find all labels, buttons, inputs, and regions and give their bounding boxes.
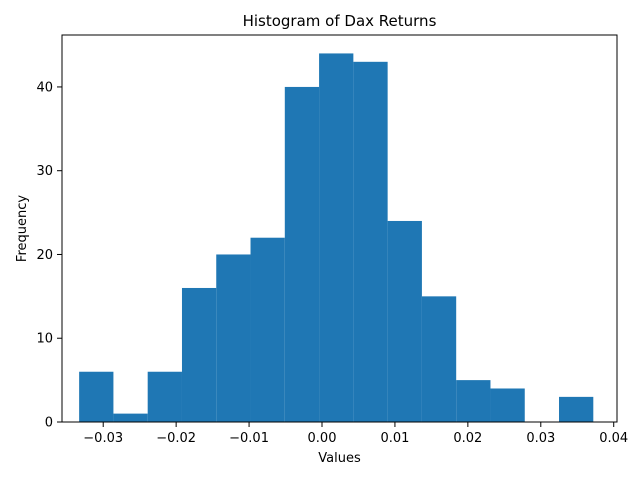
x-axis-label: Values bbox=[318, 451, 361, 466]
bars-layer bbox=[79, 53, 594, 423]
y-tick-label-3: 30 bbox=[36, 164, 53, 179]
histogram-bar-5 bbox=[250, 237, 285, 422]
histogram-bar-8 bbox=[353, 61, 388, 423]
x-tick-label-6: 0.03 bbox=[526, 431, 555, 446]
chart-title: Histogram of Dax Returns bbox=[243, 12, 437, 30]
histogram-bar-4 bbox=[216, 254, 251, 422]
x-tick-label-0: −0.03 bbox=[83, 431, 123, 446]
x-tick-label-2: −0.01 bbox=[229, 431, 269, 446]
x-tick-label-4: 0.01 bbox=[380, 431, 409, 446]
histogram-bar-10 bbox=[421, 296, 457, 422]
x-tick-label-7: 0.04 bbox=[599, 431, 628, 446]
x-ticks: −0.03 −0.02 −0.01 0.00 0.01 0.02 0.03 0.04 bbox=[83, 422, 628, 446]
histogram-bar-1 bbox=[113, 413, 148, 422]
histogram-bar-11 bbox=[456, 380, 491, 422]
histogram-bar-3 bbox=[181, 287, 217, 422]
y-tick-label-2: 20 bbox=[36, 248, 53, 263]
x-tick-label-5: 0.02 bbox=[453, 431, 482, 446]
plot-frame bbox=[61, 34, 618, 423]
histogram-bar-2 bbox=[147, 371, 182, 422]
histogram-bar-14 bbox=[559, 396, 594, 422]
y-ticks: 0 10 20 30 40 bbox=[36, 80, 62, 431]
x-tick-label-1: −0.02 bbox=[156, 431, 196, 446]
y-tick-label-1: 10 bbox=[36, 332, 53, 347]
histogram-bar-6 bbox=[284, 86, 320, 422]
y-tick-label-4: 40 bbox=[36, 80, 53, 95]
x-tick-label-3: 0.00 bbox=[308, 431, 337, 446]
histogram-bar-9 bbox=[387, 220, 422, 422]
histogram-bar-7 bbox=[319, 53, 354, 423]
y-axis-label: Frequency bbox=[15, 195, 30, 262]
histogram-bar-0 bbox=[79, 371, 114, 422]
y-tick-label-0: 0 bbox=[45, 416, 53, 431]
histogram-bar-12 bbox=[490, 388, 525, 422]
